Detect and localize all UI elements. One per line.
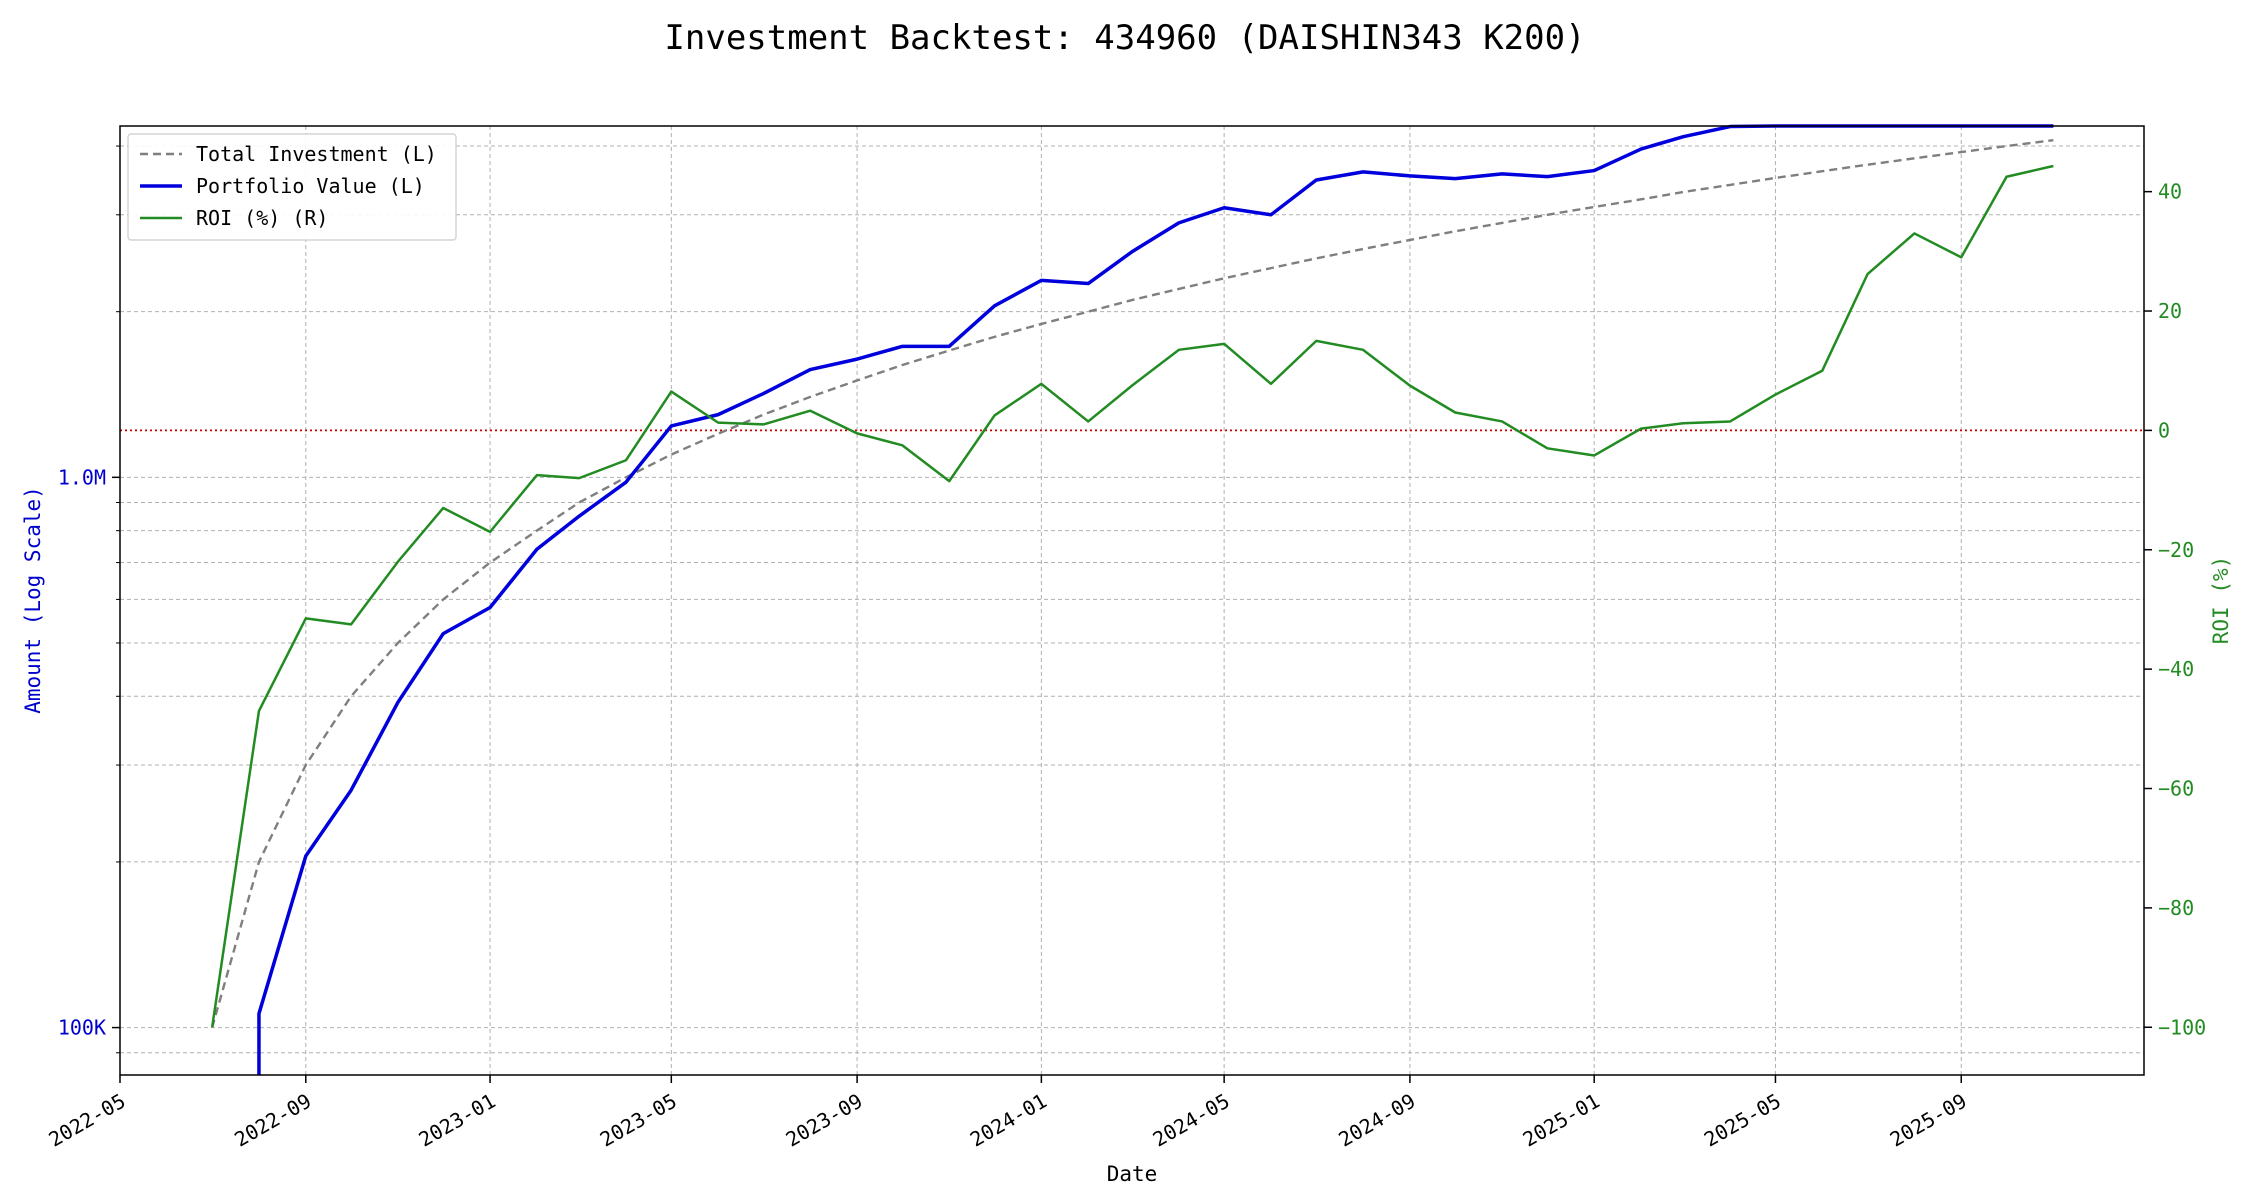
x-tick-label: 2024-05 (1149, 1089, 1234, 1152)
x-tick-label: 2024-09 (1334, 1089, 1419, 1152)
grid-layer (119, 126, 2144, 1075)
total-investment-line (210, 138, 2054, 1028)
left-tick-label: 100K (58, 1016, 106, 1040)
legend-box (127, 133, 457, 241)
right-tick-label: −80 (2158, 896, 2194, 920)
right-tick-label: 40 (2158, 180, 2182, 204)
right-tick-label: −20 (2158, 538, 2194, 562)
x-tick-label: 2022-05 (44, 1089, 129, 1152)
right-tick-label: 0 (2158, 418, 2170, 442)
right-tick-label: −100 (2158, 1015, 2206, 1039)
left-axis-label: Amount (Log Scale) (21, 486, 45, 714)
x-tick-label: 2025-05 (1700, 1089, 1785, 1152)
x-tick-label: 2025-09 (1886, 1089, 1971, 1152)
right-axis-label: ROI (%) (2209, 556, 2233, 645)
x-tick-label: 2023-09 (782, 1089, 867, 1152)
legend-label-total-investment: Total Investment (L) (196, 142, 437, 166)
x-tick-label: 2024-01 (966, 1089, 1051, 1152)
left-tick-label: 1.0M (58, 465, 106, 489)
right-tick-label: −40 (2158, 657, 2194, 681)
x-tick-label: 2023-05 (596, 1089, 681, 1152)
legend: Total Investment (L) Portfolio Value (L)… (127, 133, 457, 241)
legend-label-roi: ROI (%) (R) (196, 206, 328, 230)
right-tick-label: −60 (2158, 777, 2194, 801)
x-tick-label: 2022-09 (230, 1089, 315, 1152)
portfolio-value-line (257, 124, 2054, 1075)
series-layer (210, 124, 2054, 1075)
chart-title: Investment Backtest: 434960 (DAISHIN343 … (664, 18, 1585, 58)
roi-line (210, 164, 2054, 1028)
plot-frame (119, 125, 2145, 1076)
left-axis-ticks: 100K 1.0M (58, 145, 120, 1054)
x-tick-label: 2025-01 (1519, 1089, 1604, 1152)
right-tick-label: 20 (2158, 299, 2182, 323)
x-axis-label: Date (1107, 1162, 1158, 1186)
legend-label-portfolio-value: Portfolio Value (L) (196, 174, 425, 198)
x-tick-label: 2023-01 (415, 1089, 500, 1152)
right-axis-ticks: −100 −80 −60 −40 −20 0 20 40 (2144, 180, 2206, 1039)
x-axis-ticks: 2022-05 2022-09 2023-01 2023-05 2023-09 2024-… (44, 1075, 1971, 1152)
